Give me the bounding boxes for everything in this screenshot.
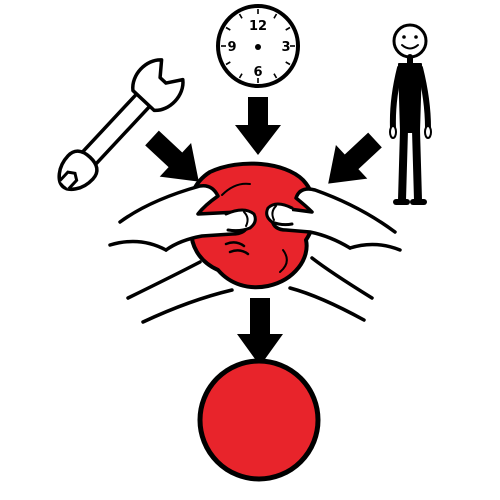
hands-shaping-clay-icon — [108, 161, 402, 324]
arrow-to-result-icon — [237, 298, 283, 366]
wrench-icon — [57, 58, 185, 192]
arrows — [145, 97, 382, 366]
clock-center — [255, 44, 261, 50]
clock-number-12: 12 — [249, 19, 267, 34]
arrow-from-wrench-icon — [145, 130, 199, 182]
clock-icon: 12 3 6 9 — [216, 4, 300, 88]
clock-number-3: 3 — [281, 40, 290, 55]
clock-number-6: 6 — [253, 65, 262, 80]
stick-figure-icon — [389, 23, 432, 205]
clock-number-9: 9 — [227, 40, 236, 55]
arrow-from-clock-icon — [235, 97, 281, 155]
red-ball-icon — [197, 358, 321, 482]
clock-ticks — [221, 9, 295, 83]
arrow-from-person-icon — [328, 132, 382, 184]
